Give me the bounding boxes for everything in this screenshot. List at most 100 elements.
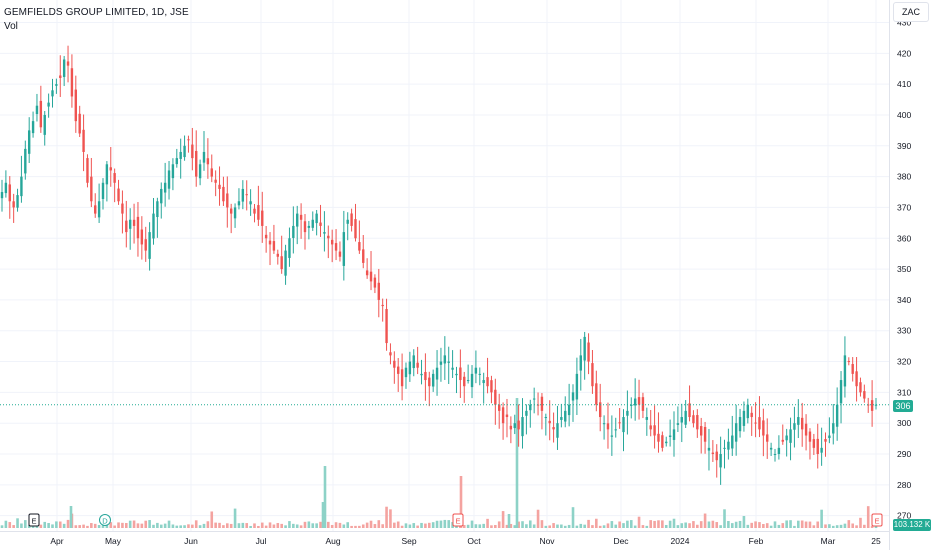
candle-body [55,84,58,86]
candle-body [470,373,474,388]
candle-body [552,427,555,430]
candle-body [867,404,870,406]
volume-bar [800,520,804,528]
volume-bar [233,508,237,528]
candle-body [532,398,536,400]
volume-bar [723,509,726,528]
candle-body [195,150,198,177]
volume-label[interactable]: Vol [4,21,18,32]
volume-bar [389,509,392,528]
volume-bar [781,523,785,528]
event-marker-label: E [31,517,36,526]
volume-bar [225,523,229,528]
candle-body [828,435,831,439]
volume-bar [125,523,128,528]
symbol-title[interactable]: GEMFIELDS GROUP LIMITED, 1D, JSE [4,7,189,18]
candle-body [198,164,202,179]
volume-bar [804,521,808,528]
candle-body [781,439,784,442]
volume-bar [132,520,136,528]
candles [0,45,878,485]
volume-bar [257,525,260,528]
volume-bar [90,523,93,528]
volume-bar [55,521,58,528]
volume-bar [222,525,225,528]
candle-body [393,360,396,368]
volume-bar [571,507,575,528]
price-tick-label: 270 [897,511,911,521]
volume-bar [326,521,330,528]
candle-body [703,426,707,442]
candle-body [365,270,369,276]
candle-body [754,422,757,424]
candle-body [327,235,330,239]
candle-body [653,425,656,436]
volume-bar [253,523,256,528]
volume-bar [703,513,707,528]
candle-body [27,130,31,154]
volume-bar [198,525,202,528]
volume-bar [97,525,101,528]
earnings-marker[interactable]: E [28,513,40,527]
dividend-marker[interactable]: D [99,514,111,526]
currency-button[interactable]: ZAC [893,2,929,22]
price-tick-label: 380 [897,172,911,182]
candle-body [400,369,404,387]
volume-bar [711,520,715,528]
grid [0,0,889,531]
volume-bar [66,519,70,528]
volume-bar [470,520,474,528]
candle-body [773,454,777,456]
volume-bar [797,520,800,528]
volume-bar [16,518,19,528]
volume-bar [420,522,423,528]
earnings-marker[interactable]: E [452,513,464,527]
candle-body [128,219,132,229]
volume-bar [156,522,159,528]
volume-bar [319,521,322,528]
candle-body [610,435,614,437]
candle-body [661,435,664,448]
candle-body [622,417,625,433]
volume-bar [427,522,431,528]
volume-bar [424,523,427,528]
candle-body [734,423,738,442]
candle-body [692,415,695,424]
candle-body [498,404,501,411]
volume-bar [746,524,750,528]
candle-body [397,366,400,374]
candle-body [354,219,357,239]
candle-body [51,90,54,97]
candle-body [808,431,812,442]
candle-body [171,164,175,179]
candle-body [424,371,427,381]
volume-bar [4,520,8,528]
candle-body [746,404,750,419]
volume-bar [789,520,792,528]
price-tick-label: 400 [897,110,911,120]
volume-bar [39,524,43,528]
candle-body [630,404,633,406]
volume-bar [528,520,532,528]
candle-body [12,201,15,208]
volume-bar [144,520,148,528]
volume-bar [0,525,4,528]
volume-bar [758,522,761,528]
candle-body [202,151,206,163]
candle-body [521,417,524,437]
earnings-marker[interactable]: E [871,513,883,527]
volume-bar [439,520,443,528]
price-axis-labels: 270 280 290 300 310 320 330 340 350 360 370 380 390 4… [897,17,911,520]
candle-body [280,256,283,270]
volume-bar [408,524,412,528]
volume-bar [831,525,835,528]
volume-bar [870,525,874,528]
volume-bar [272,524,276,528]
candle-body [253,208,256,214]
volume-bar [140,523,144,528]
volume-bar [431,522,435,528]
candle-body [420,373,423,376]
